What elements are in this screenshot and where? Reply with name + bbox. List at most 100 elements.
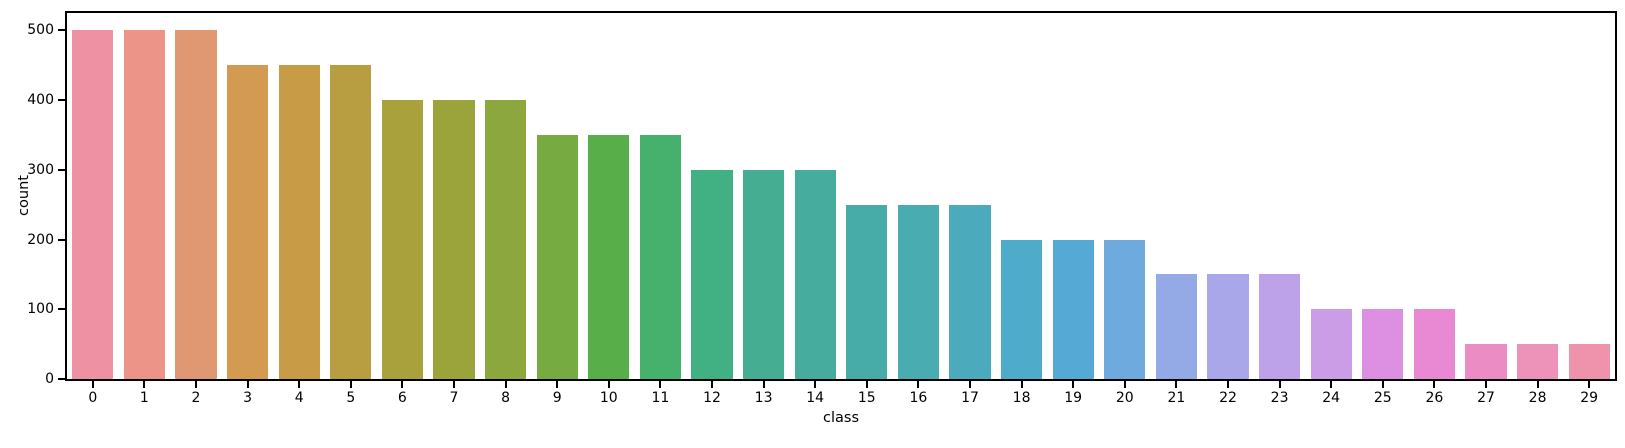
x-tick-label-1: 1 [139, 390, 149, 406]
x-tick-label-17: 17 [961, 390, 979, 406]
x-tick-mark-10 [607, 381, 610, 388]
x-tick-mark-1 [143, 381, 146, 388]
x-tick-mark-14 [814, 381, 817, 388]
bar-class-23 [1258, 274, 1301, 379]
x-tick-label-9: 9 [552, 390, 562, 406]
x-tick-label-16: 16 [909, 390, 928, 406]
x-tick-label-15: 15 [857, 390, 876, 406]
x-tick-label-5: 5 [346, 390, 356, 406]
x-tick-mark-24 [1330, 381, 1333, 388]
x-tick-mark-19 [1072, 381, 1075, 388]
bar-class-27 [1465, 344, 1507, 379]
x-tick-label-8: 8 [501, 390, 511, 406]
y-tick-label-400: 400 [27, 92, 54, 109]
x-tick-label-20: 20 [1115, 390, 1134, 406]
x-tick-mark-29 [1588, 381, 1591, 388]
x-tick-label-28: 28 [1528, 390, 1547, 406]
x-tick-mark-21 [1175, 381, 1178, 388]
bar-class-16 [897, 204, 940, 379]
x-tick-label-4: 4 [294, 390, 304, 406]
x-tick-label-7: 7 [449, 390, 459, 406]
x-tick-mark-22 [1227, 381, 1229, 388]
bar-class-1 [123, 30, 166, 379]
x-tick-mark-3 [246, 381, 249, 388]
bar-class-6 [381, 100, 424, 379]
x-tick-label-2: 2 [191, 390, 201, 406]
y-tick-label-300: 300 [27, 161, 54, 178]
y-tick-label-100: 100 [27, 301, 54, 318]
x-tick-mark-26 [1433, 381, 1436, 388]
bar-class-10 [588, 135, 630, 379]
y-tick-mark-0 [58, 378, 65, 380]
x-tick-mark-27 [1485, 381, 1487, 388]
bar-class-0 [72, 30, 114, 379]
y-tick-mark-500 [58, 29, 65, 32]
bar-class-7 [433, 100, 475, 379]
x-tick-label-22: 22 [1219, 390, 1237, 406]
x-tick-label-23: 23 [1270, 390, 1289, 406]
y-tick-label-0: 0 [45, 371, 54, 387]
x-tick-mark-11 [659, 381, 662, 388]
x-tick-mark-18 [1020, 381, 1023, 388]
bar-class-11 [639, 135, 682, 379]
x-tick-label-29: 29 [1580, 390, 1599, 406]
bar-class-8 [484, 100, 527, 379]
bar-class-5 [330, 65, 372, 379]
bar-class-18 [1000, 239, 1043, 379]
x-tick-label-6: 6 [397, 390, 407, 406]
x-tick-label-19: 19 [1064, 390, 1083, 406]
bar-class-26 [1413, 309, 1456, 379]
x-tick-label-13: 13 [754, 390, 773, 406]
bar-class-25 [1362, 309, 1404, 379]
y-tick-mark-400 [58, 99, 65, 102]
bar-class-28 [1516, 344, 1559, 379]
x-tick-mark-8 [504, 381, 507, 388]
x-tick-mark-17 [969, 381, 971, 388]
bar-class-19 [1052, 239, 1094, 379]
x-axis-label: class [823, 410, 859, 426]
x-tick-label-24: 24 [1322, 390, 1341, 406]
x-tick-mark-6 [401, 381, 404, 388]
bar-class-21 [1155, 274, 1198, 379]
y-tick-label-200: 200 [27, 231, 54, 248]
x-tick-label-21: 21 [1167, 390, 1186, 406]
x-tick-label-25: 25 [1373, 390, 1392, 406]
bar-class-17 [949, 204, 991, 379]
x-tick-label-14: 14 [806, 390, 825, 406]
y-tick-mark-200 [58, 238, 65, 241]
x-tick-label-26: 26 [1425, 390, 1444, 406]
x-tick-mark-15 [865, 381, 868, 388]
bar-class-9 [536, 135, 578, 379]
x-tick-mark-16 [917, 381, 920, 388]
bar-class-13 [742, 169, 785, 379]
x-tick-mark-7 [453, 381, 455, 388]
bar-class-15 [846, 204, 888, 379]
x-tick-label-0: 0 [88, 390, 98, 406]
x-tick-label-27: 27 [1477, 390, 1495, 406]
y-tick-mark-300 [58, 168, 65, 171]
x-tick-label-3: 3 [243, 390, 253, 406]
bar-class-14 [794, 169, 836, 379]
x-tick-label-18: 18 [1012, 390, 1031, 406]
y-axis-label: count [15, 175, 32, 216]
bar-class-12 [691, 169, 733, 379]
x-tick-mark-5 [349, 381, 352, 388]
y-tick-mark-100 [58, 308, 65, 311]
x-tick-mark-4 [298, 381, 301, 388]
plot-area [65, 11, 1617, 381]
x-tick-mark-2 [195, 381, 197, 388]
x-tick-mark-20 [1123, 381, 1126, 388]
bar-class-3 [226, 65, 269, 379]
x-tick-label-10: 10 [599, 390, 618, 406]
x-tick-mark-23 [1278, 381, 1281, 388]
bar-class-2 [175, 30, 217, 379]
bar-class-4 [278, 65, 320, 379]
x-tick-mark-12 [711, 381, 713, 388]
x-tick-mark-13 [762, 381, 765, 388]
bar-class-20 [1104, 239, 1146, 379]
x-tick-label-12: 12 [703, 390, 721, 406]
x-tick-mark-28 [1536, 381, 1539, 388]
x-tick-mark-25 [1381, 381, 1384, 388]
x-tick-mark-0 [91, 381, 94, 388]
bar-class-22 [1207, 274, 1249, 379]
